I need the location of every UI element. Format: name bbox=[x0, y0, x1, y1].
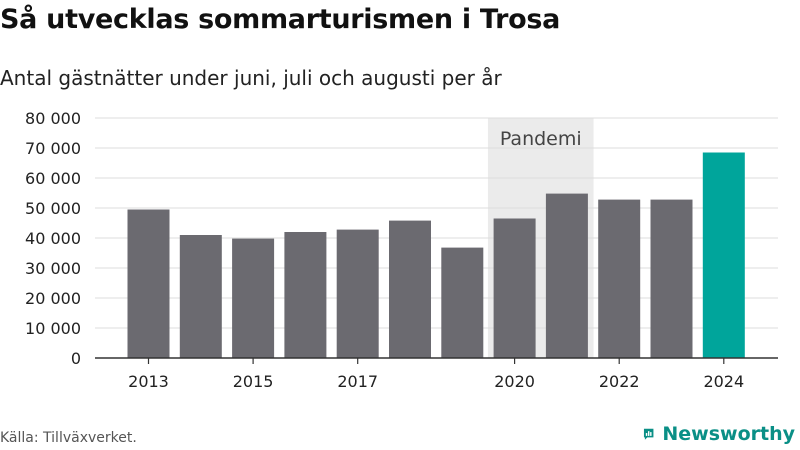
bar bbox=[545, 193, 588, 358]
bar bbox=[598, 199, 641, 358]
bar-chart: 0 10 000 20 000 30 000 40 000 50 000 60 000 70 … bbox=[25, 109, 778, 391]
y-tick-label: 40 000 bbox=[25, 229, 81, 248]
bar bbox=[284, 232, 327, 358]
y-tick-label: 0 bbox=[71, 349, 81, 368]
y-tick-label: 20 000 bbox=[25, 289, 81, 308]
bar bbox=[389, 220, 431, 358]
source-note: Källa: Tillväxverket. bbox=[0, 430, 137, 446]
bar bbox=[493, 218, 536, 358]
newsworthy-logo: Newsworthy bbox=[643, 420, 795, 448]
bar bbox=[179, 235, 222, 358]
chart-subtitle: Antal gästnätter under juni, juli och au… bbox=[0, 66, 502, 90]
y-tick-label: 70 000 bbox=[25, 139, 81, 158]
bar bbox=[650, 199, 693, 358]
x-tick-label: 2022 bbox=[599, 372, 640, 391]
pandemic-label: Pandemi bbox=[500, 128, 582, 150]
newsworthy-logo-icon bbox=[643, 428, 654, 440]
y-tick-label: 60 000 bbox=[25, 169, 81, 188]
bar bbox=[127, 209, 170, 358]
chart-title: Så utvecklas sommarturismen i Trosa bbox=[0, 4, 561, 35]
x-tick-label: 2013 bbox=[128, 372, 169, 391]
brand-name: Newsworthy bbox=[662, 423, 795, 445]
y-tick-label: 30 000 bbox=[25, 259, 81, 278]
bar bbox=[441, 247, 484, 358]
y-tick-label: 50 000 bbox=[25, 199, 81, 218]
y-tick-label: 80 000 bbox=[25, 109, 81, 128]
bar bbox=[336, 229, 379, 358]
y-tick-label: 10 000 bbox=[25, 319, 81, 338]
x-tick-label: 2015 bbox=[233, 372, 274, 391]
x-tick-label: 2017 bbox=[337, 372, 378, 391]
x-tick-label: 2020 bbox=[494, 372, 535, 391]
bar bbox=[232, 238, 275, 358]
x-tick-label: 2024 bbox=[703, 372, 744, 391]
bar bbox=[702, 152, 745, 358]
